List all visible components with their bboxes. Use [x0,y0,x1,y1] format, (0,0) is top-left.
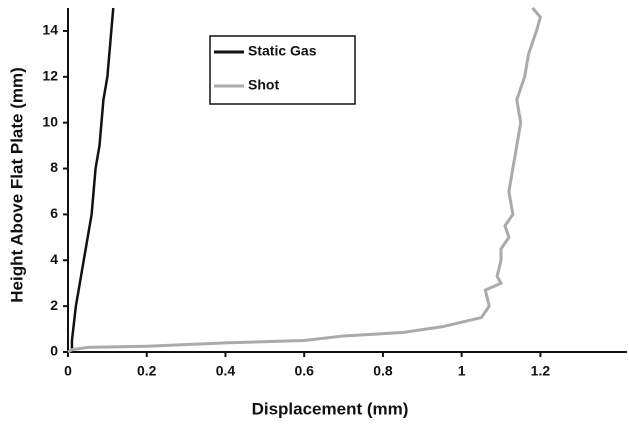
x-tick-label: 0.8 [373,363,393,379]
y-tick-label: 10 [42,113,58,129]
x-axis-label: Displacement (mm) [252,399,409,418]
x-tick-label: 0.6 [294,363,314,379]
legend-label: Static Gas [248,43,317,59]
y-tick-label: 4 [50,251,58,267]
x-tick-label: 0 [64,363,72,379]
y-tick-label: 12 [42,68,58,84]
y-tick-label: 14 [42,22,58,38]
y-tick-label: 6 [50,205,58,221]
y-tick-label: 2 [50,297,58,313]
series-line [70,7,115,352]
x-tick-label: 0.2 [137,363,157,379]
y-tick-label: 0 [50,343,58,359]
x-tick-label: 0.4 [216,363,236,379]
x-tick-label: 1 [458,363,466,379]
legend-box [209,35,356,105]
legend-label: Shot [248,77,279,93]
y-axis-label: Height Above Flat Plate (mm) [7,67,26,303]
x-tick-label: 1.2 [531,363,551,379]
y-tick-label: 8 [50,159,58,175]
series-line [67,7,543,354]
